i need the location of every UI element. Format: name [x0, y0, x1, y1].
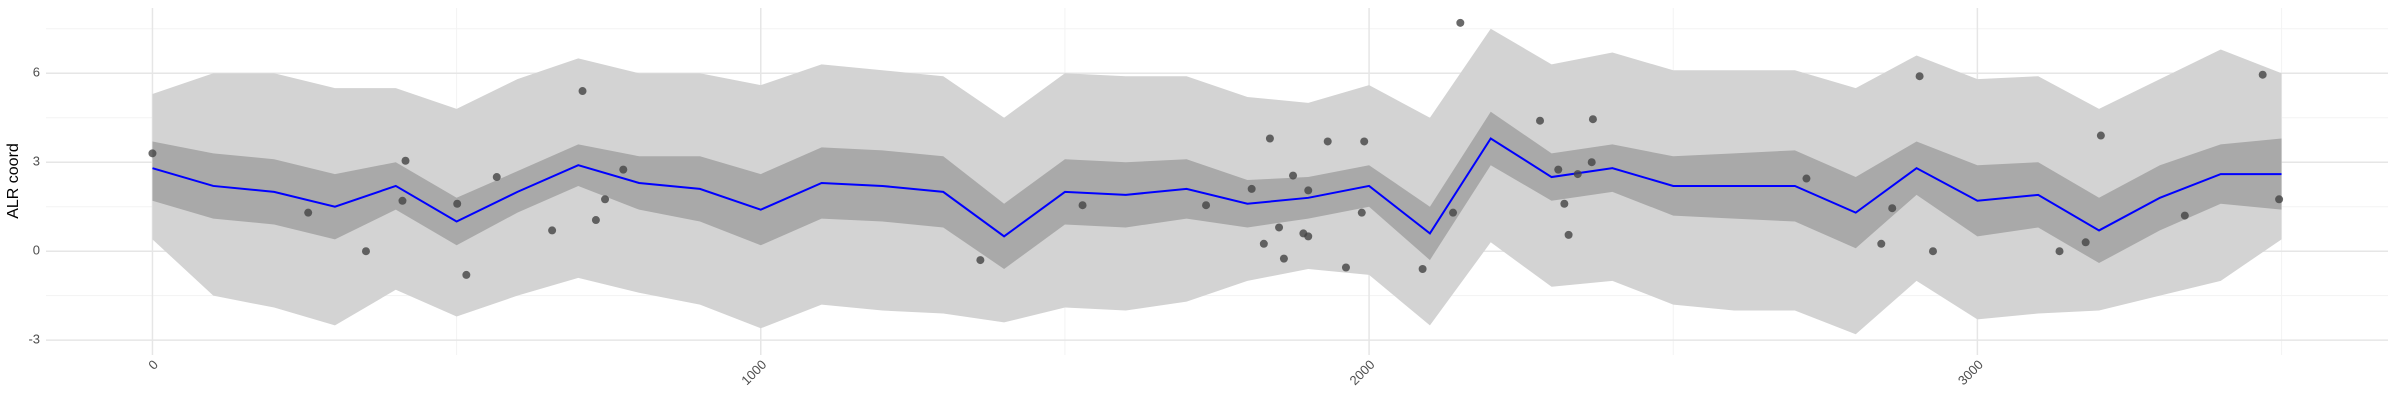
data-point — [304, 208, 313, 217]
data-point — [2055, 247, 2064, 256]
data-point — [1536, 116, 1545, 125]
data-point — [1564, 230, 1573, 239]
data-point — [1588, 115, 1597, 124]
data-point — [1289, 171, 1298, 180]
data-point — [1802, 174, 1811, 183]
data-point — [578, 87, 587, 96]
data-point — [1915, 72, 1924, 81]
data-point — [361, 247, 370, 256]
data-point — [398, 196, 407, 205]
data-point — [601, 195, 610, 204]
data-point — [976, 256, 985, 265]
data-point — [1560, 199, 1569, 208]
data-point — [1275, 223, 1284, 232]
x-tick-label: 3000 — [1955, 357, 1986, 388]
data-point — [2275, 195, 2284, 204]
data-point — [1247, 184, 1256, 193]
data-point — [1928, 247, 1937, 256]
data-point — [548, 226, 557, 235]
data-point — [1573, 170, 1582, 179]
confidence-band — [152, 111, 2282, 269]
data-point — [1279, 254, 1288, 263]
data-point — [1265, 134, 1274, 143]
data-point — [1360, 137, 1369, 146]
data-point — [1554, 165, 1563, 174]
x-tick-label: 1000 — [738, 357, 769, 388]
data-point — [2096, 131, 2105, 140]
data-point — [591, 216, 600, 225]
data-point — [1449, 208, 1458, 217]
data-point — [2081, 238, 2090, 247]
data-point — [1877, 239, 1886, 248]
mean-line — [152, 137, 2282, 238]
data-point — [1456, 18, 1465, 27]
data-point — [462, 270, 471, 279]
data-point — [1304, 232, 1313, 241]
y-tick-label: -3 — [28, 332, 40, 347]
y-tick-label: 0 — [33, 243, 40, 258]
data-point — [453, 199, 462, 208]
data-point — [1202, 201, 1211, 210]
data-point — [1888, 204, 1897, 213]
data-point — [401, 156, 410, 165]
data-point — [2180, 211, 2189, 220]
data-point — [619, 165, 628, 174]
data-point — [1341, 263, 1350, 272]
data-point — [1078, 201, 1087, 210]
data-point — [1304, 186, 1313, 195]
y-tick-label: 3 — [33, 154, 40, 169]
data-point — [1357, 208, 1366, 217]
data-point — [2258, 70, 2267, 79]
data-point — [1418, 264, 1427, 273]
y-axis-label: ALR coord — [5, 143, 22, 219]
data-point — [1587, 158, 1596, 167]
data-point — [1323, 137, 1332, 146]
x-tick-label: 2000 — [1347, 357, 1378, 388]
data-point — [1259, 239, 1268, 248]
data-point — [492, 173, 501, 182]
x-tick-label: 0 — [145, 357, 161, 373]
data-point — [148, 149, 157, 158]
y-tick-label: 6 — [33, 65, 40, 80]
